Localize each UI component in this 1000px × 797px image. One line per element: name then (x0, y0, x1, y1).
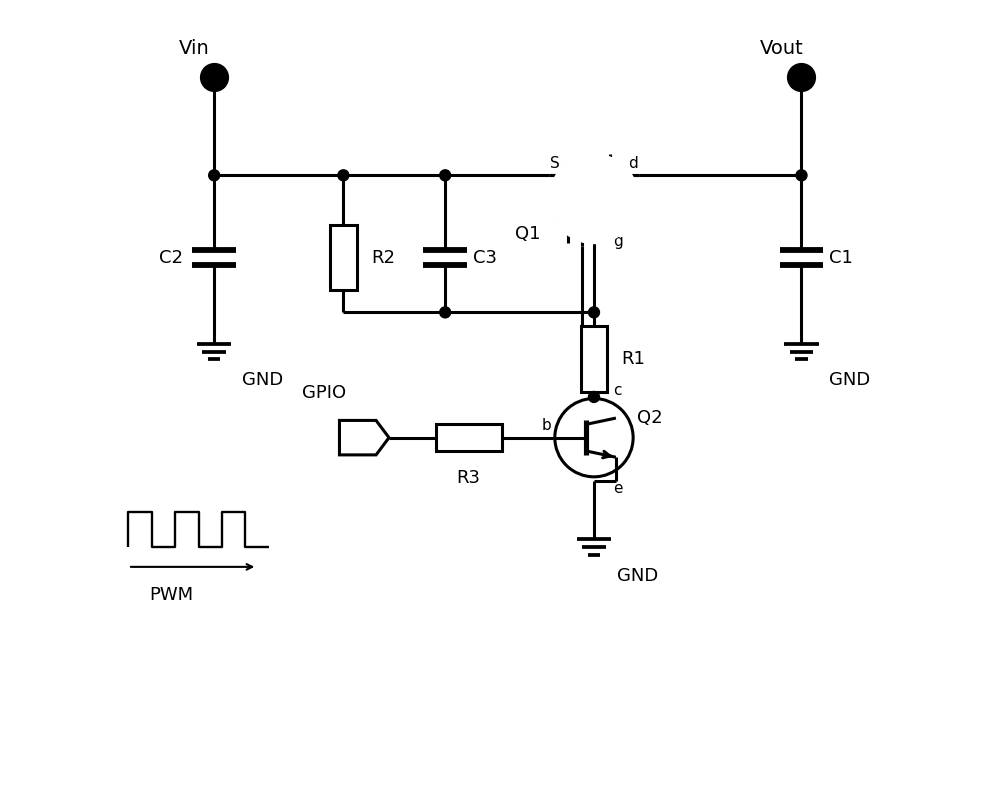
Bar (581, 327, 607, 392)
Text: C3: C3 (473, 249, 497, 266)
Text: GND: GND (242, 371, 283, 389)
Text: c: c (614, 383, 622, 398)
Text: b: b (541, 418, 551, 434)
Bar (330, 225, 357, 290)
Text: d: d (628, 156, 638, 171)
Text: R2: R2 (371, 249, 395, 266)
Text: GPIO: GPIO (302, 384, 346, 402)
Text: C1: C1 (829, 249, 853, 266)
Bar (436, 424, 502, 451)
Circle shape (588, 391, 599, 402)
Polygon shape (339, 421, 389, 455)
Text: GND: GND (617, 567, 659, 585)
Circle shape (209, 170, 220, 181)
Text: PWM: PWM (149, 587, 193, 604)
Text: g: g (614, 234, 623, 249)
Text: C2: C2 (159, 249, 183, 266)
Text: e: e (614, 481, 623, 496)
Text: R1: R1 (621, 351, 645, 368)
Circle shape (796, 170, 807, 181)
Text: R3: R3 (457, 469, 481, 487)
Text: Q2: Q2 (637, 409, 663, 427)
Text: Vin: Vin (179, 39, 210, 58)
Text: S: S (550, 156, 560, 171)
Circle shape (440, 170, 451, 181)
Circle shape (338, 170, 349, 181)
Circle shape (549, 153, 639, 244)
Text: GND: GND (829, 371, 870, 389)
Text: Vout: Vout (760, 39, 804, 58)
Text: Q1: Q1 (515, 225, 540, 243)
Circle shape (588, 307, 599, 318)
Circle shape (440, 307, 451, 318)
